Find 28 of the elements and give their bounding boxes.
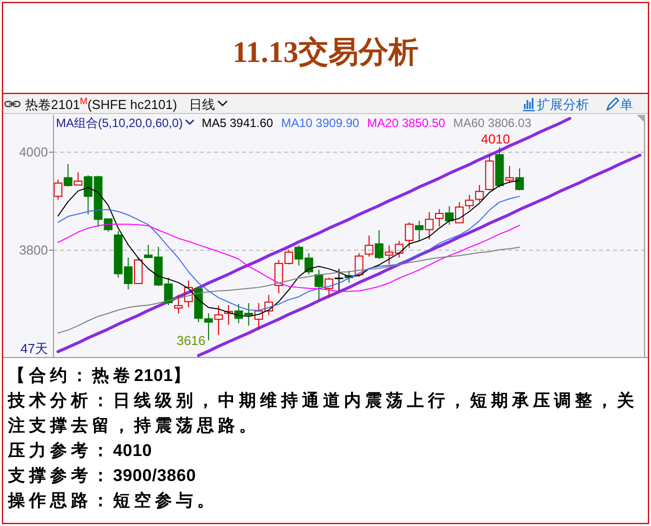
- text: MA5 3941.60: [202, 116, 274, 130]
- line-series: [58, 224, 520, 292]
- chart-subtitle: 热卷2101$^{M}$(SHFE hc2101): [25, 96, 178, 112]
- candlestick: [184, 280, 193, 308]
- candlestick: [334, 268, 344, 292]
- line-series: [58, 246, 520, 334]
- text: 操作思路：短空参与。: [7, 491, 218, 510]
- candlestick: [174, 294, 183, 314]
- candlestick: [424, 211, 434, 240]
- candlestick: [224, 304, 233, 326]
- text: 47天: [20, 341, 48, 356]
- text: MA60 3806.03: [453, 116, 532, 130]
- text: 支撑参考：3900/3860: [7, 466, 196, 485]
- text: 技术分析：日线级别，中期维持通道内震荡上行，短期承压调整，关注支撑去留，持震荡思路。: [7, 391, 638, 435]
- line-series: [56, 116, 572, 354]
- legend-title: MA组合(5,10,20,0,60,0): [56, 116, 183, 130]
- y-tick-label: 3800: [19, 242, 48, 258]
- chart-title: 11.13交易分析: [232, 35, 418, 69]
- y-tick-label: 4000: [19, 144, 48, 160]
- text: MA10 3909.90: [281, 116, 360, 130]
- candlestick: [214, 305, 223, 336]
- text: 日线: [189, 97, 216, 112]
- text: 单: [620, 97, 633, 112]
- annotation: 4010: [481, 131, 510, 146]
- text: 压力参考：4010: [7, 441, 152, 460]
- annotation: 3616: [176, 332, 206, 348]
- text: MA20 3850.50: [367, 116, 446, 130]
- text: 扩展分析: [537, 97, 589, 112]
